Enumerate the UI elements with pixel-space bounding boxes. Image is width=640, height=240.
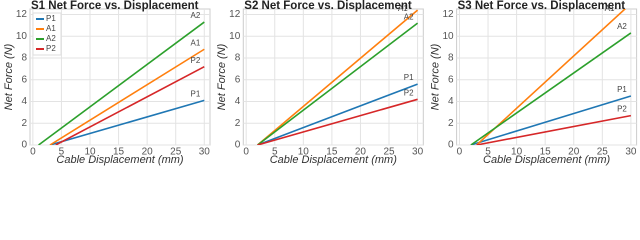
y-tick-label: 0 xyxy=(235,140,241,151)
fit-line xyxy=(49,48,205,145)
x-tick-label: 30 xyxy=(625,147,637,158)
x-tick-label: 15 xyxy=(540,147,552,158)
y-tick-label: 0 xyxy=(448,140,454,151)
fit-line xyxy=(476,9,627,145)
chart-title: S2 Net Force vs. Displacement xyxy=(244,0,412,12)
line-label: P2 xyxy=(404,88,414,97)
y-tick-label: 4 xyxy=(235,96,241,107)
fit-line xyxy=(470,95,632,145)
x-tick-label: 25 xyxy=(597,147,609,158)
x-axis-label: Cable Displacement (mm) xyxy=(56,154,183,166)
line-label: A2 xyxy=(404,12,414,21)
line-label: P2 xyxy=(617,105,627,114)
x-tick-label: 0 xyxy=(243,147,249,158)
y-tick-label: 10 xyxy=(442,31,454,42)
x-tick-label: 20 xyxy=(355,147,367,158)
line-label: A1 xyxy=(605,4,615,13)
fit-line xyxy=(49,99,205,145)
legend-label: A1 xyxy=(46,24,56,33)
x-tick-label: 0 xyxy=(457,147,463,158)
y-tick-label: 4 xyxy=(21,96,27,107)
x-tick-label: 0 xyxy=(30,147,36,158)
x-tick-label: 30 xyxy=(199,147,211,158)
legend-label: P1 xyxy=(46,14,56,23)
line-label: A2 xyxy=(190,11,200,20)
fit-line xyxy=(476,114,632,145)
fit-line xyxy=(257,22,419,145)
y-tick-label: 6 xyxy=(21,74,27,85)
y-axis-label: Net Force (N) xyxy=(430,43,442,110)
x-tick-label: 5 xyxy=(485,147,491,158)
y-tick-label: 4 xyxy=(448,96,454,107)
line-label: P1 xyxy=(404,73,414,82)
y-tick-label: 2 xyxy=(448,118,454,129)
y-tick-label: 2 xyxy=(21,118,27,129)
line-label: A1 xyxy=(398,4,408,13)
y-tick-label: 2 xyxy=(235,118,241,129)
line-label: A1 xyxy=(190,38,200,47)
x-tick-label: 10 xyxy=(84,147,96,158)
y-tick-label: 12 xyxy=(442,9,454,20)
x-tick-label: 25 xyxy=(170,147,182,158)
y-tick-label: 8 xyxy=(21,53,27,64)
x-axis-label: Cable Displacement (mm) xyxy=(270,154,397,166)
legend-label: P2 xyxy=(46,44,56,53)
x-tick-label: 10 xyxy=(298,147,310,158)
x-axis-label: Cable Displacement (mm) xyxy=(483,154,610,166)
y-tick-label: 10 xyxy=(16,31,28,42)
line-label: P1 xyxy=(617,85,627,94)
y-tick-label: 8 xyxy=(448,53,454,64)
legend-label: A2 xyxy=(46,34,56,43)
fit-line xyxy=(38,21,205,145)
fit-line xyxy=(470,32,632,145)
x-tick-label: 10 xyxy=(511,147,523,158)
x-tick-label: 30 xyxy=(412,147,424,158)
plot-area xyxy=(242,8,424,146)
y-tick-label: 8 xyxy=(235,53,241,64)
fit-line xyxy=(257,9,419,145)
line-label: A2 xyxy=(617,22,627,31)
x-tick-label: 20 xyxy=(568,147,580,158)
y-tick-label: 6 xyxy=(235,74,241,85)
y-axis-label: Net Force (N) xyxy=(3,43,15,110)
x-tick-label: 5 xyxy=(272,147,278,158)
y-tick-label: 6 xyxy=(448,74,454,85)
x-tick-label: 15 xyxy=(113,147,125,158)
lines xyxy=(257,9,419,145)
panel: 0 2 4 6 8 10 12 0 5 10 15 20 25 30 S2 Net Force vs. Di… xyxy=(216,0,424,166)
y-tick-label: 12 xyxy=(16,9,28,20)
fit-line xyxy=(55,65,205,145)
y-tick-label: 12 xyxy=(229,9,241,20)
fit-line xyxy=(257,83,418,145)
lines xyxy=(470,9,632,145)
fit-line xyxy=(257,98,418,145)
panel: 0 2 4 6 8 10 12 0 5 10 15 20 25 30 S1 Net Force vs. Di… xyxy=(3,0,211,166)
x-tick-label: 20 xyxy=(142,147,154,158)
y-axis-label: Net Force (N) xyxy=(216,43,228,110)
panel: 0 2 4 6 8 10 12 0 5 10 15 20 25 30 S3 Net Force vs. Di… xyxy=(430,0,638,166)
x-tick-label: 5 xyxy=(59,147,65,158)
chart-title: S1 Net Force vs. Displacement xyxy=(31,0,199,12)
lines xyxy=(38,21,205,145)
plot-area xyxy=(456,8,638,146)
line-label: P2 xyxy=(190,56,200,65)
y-tick-label: 0 xyxy=(21,140,27,151)
x-tick-label: 25 xyxy=(383,147,395,158)
x-tick-label: 15 xyxy=(326,147,338,158)
chart-title: S3 Net Force vs. Displacement xyxy=(458,0,626,12)
line-label: P1 xyxy=(190,90,200,99)
y-tick-label: 10 xyxy=(229,31,241,42)
